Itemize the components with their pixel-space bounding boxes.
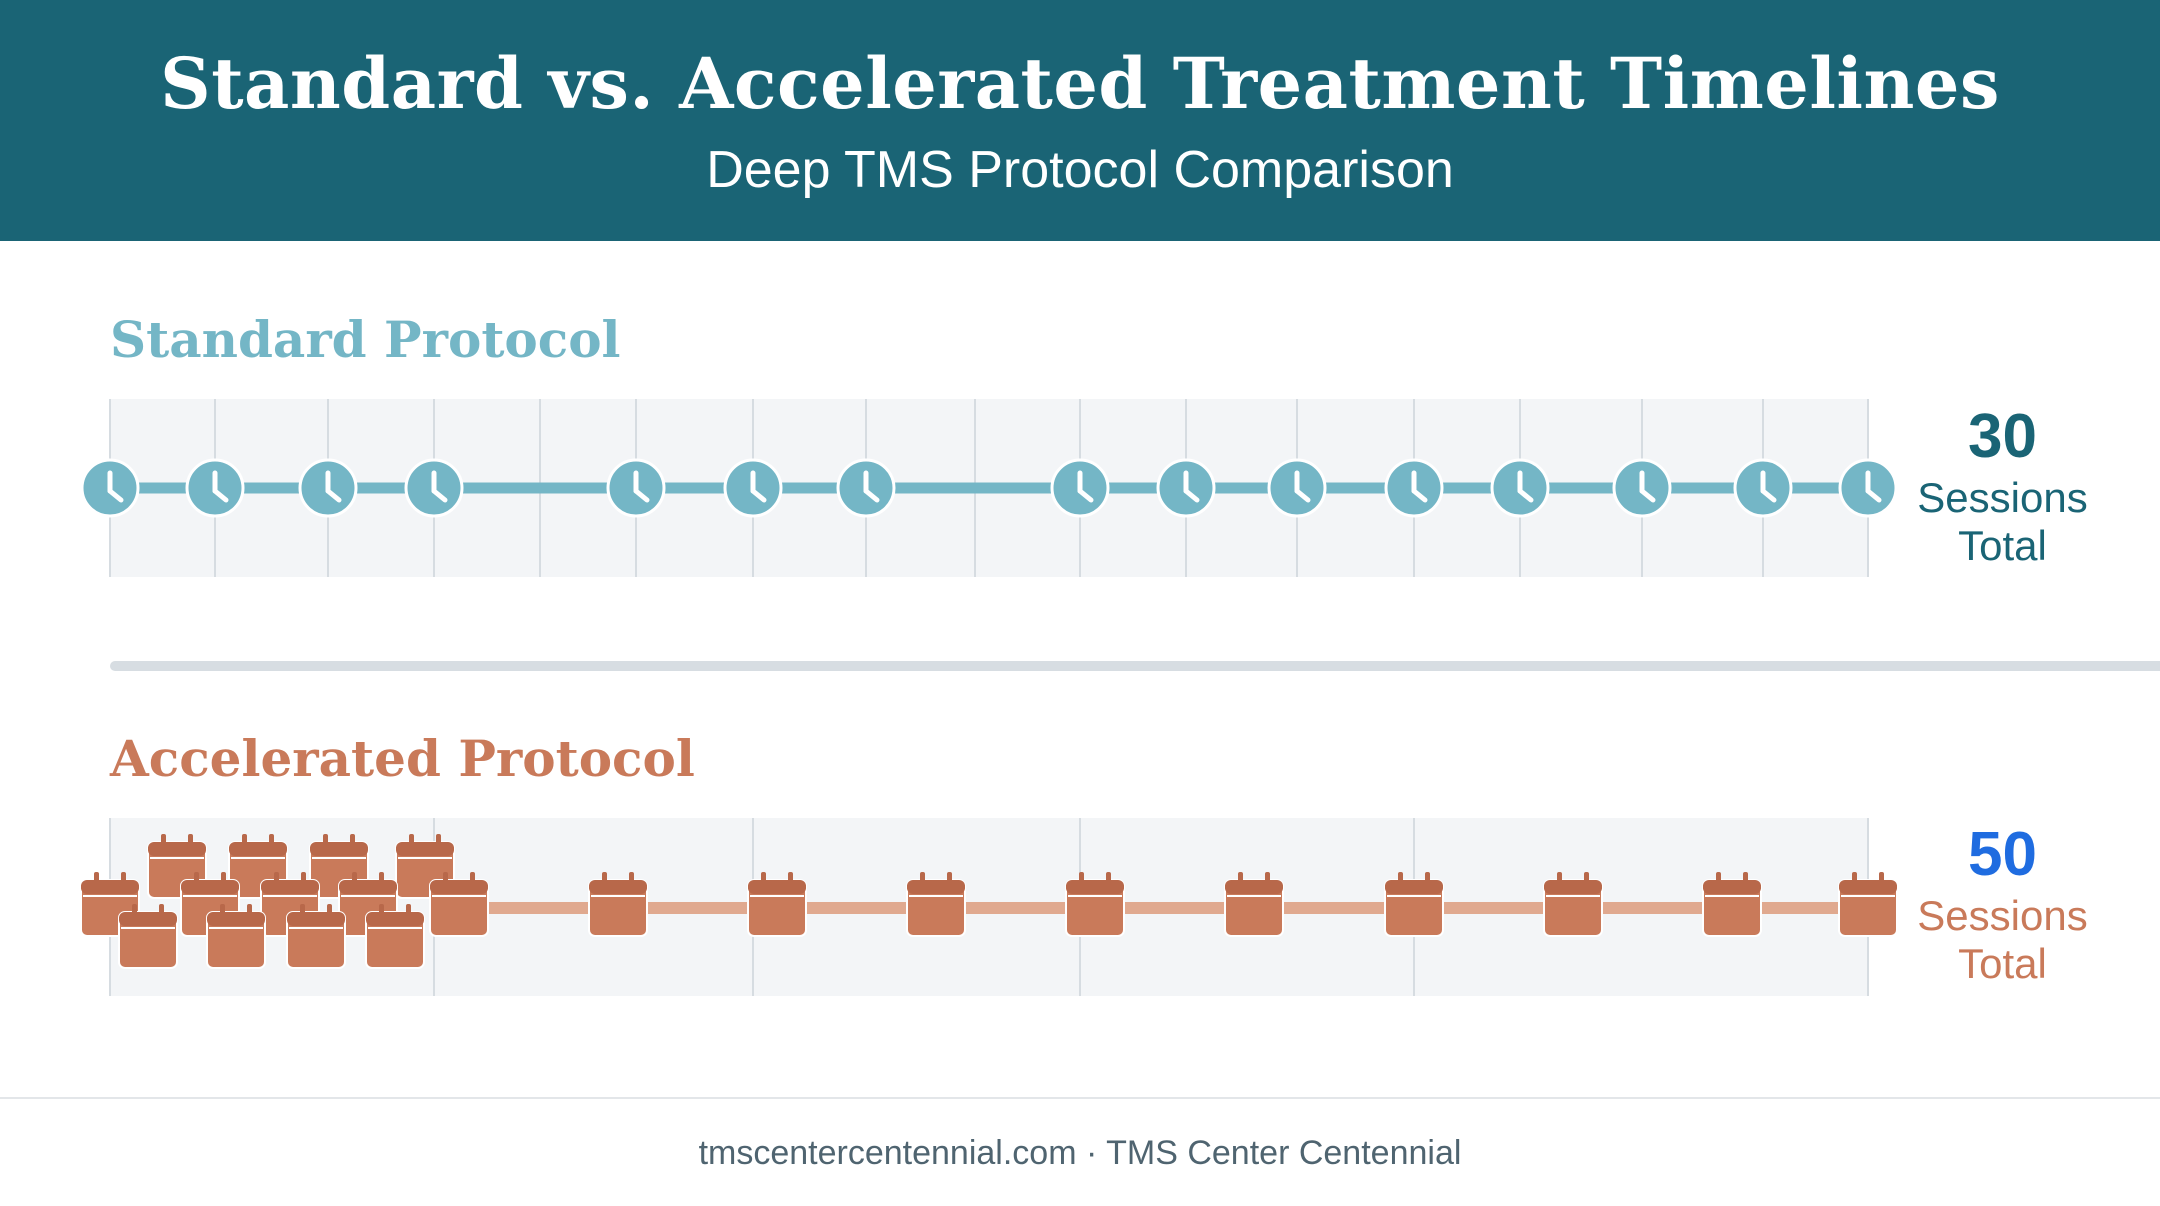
clock-icon [1384, 458, 1444, 518]
accelerated-total-number: 50 [1968, 820, 2037, 889]
clock-icon [1733, 458, 1793, 518]
accelerated-total-unit-line1: Sessions [1917, 892, 2088, 939]
page-title: Standard vs. Accelerated Treatment Timel… [160, 42, 2000, 125]
accelerated-total-unit-line2: Total [1958, 940, 2047, 987]
accelerated-total: 50 Sessions Total [1900, 818, 2105, 988]
clock-icon [298, 458, 358, 518]
footer-text: tmscentercentennial.com · TMS Center Cen… [698, 1134, 1462, 1172]
page-subtitle: Deep TMS Protocol Comparison [706, 141, 1454, 199]
clock-icon [404, 458, 464, 518]
calendar-icon [365, 904, 425, 969]
calendar-icon [1224, 872, 1284, 937]
clock-icon [1050, 458, 1110, 518]
clock-icon [723, 458, 783, 518]
accelerated-protocol-label: Accelerated Protocol [110, 729, 695, 788]
standard-protocol-label: Standard Protocol [110, 310, 621, 369]
standard-total-number: 30 [1968, 402, 2037, 471]
calendar-icon [118, 904, 178, 969]
calendar-icon [206, 904, 266, 969]
clock-icon [1490, 458, 1550, 518]
clock-icon [185, 458, 245, 518]
clock-icon [606, 458, 666, 518]
standard-timeline [80, 399, 1898, 577]
calendar-icon [1065, 872, 1125, 937]
standard-total-unit-line1: Sessions [1917, 474, 2088, 521]
clock-icon [80, 458, 140, 518]
calendar-icon [1384, 872, 1444, 937]
calendar-icon [429, 872, 489, 937]
calendar-icon [588, 872, 648, 937]
calendar-icon [747, 872, 807, 937]
calendar-icon [1543, 872, 1603, 937]
standard-total-unit-line2: Total [1958, 522, 2047, 569]
calendar-icon [1702, 872, 1762, 937]
clock-icon [1267, 458, 1327, 518]
calendar-icon [906, 872, 966, 937]
section-divider [110, 661, 2160, 671]
header-banner: Standard vs. Accelerated Treatment Timel… [0, 0, 2160, 241]
clock-icon [1156, 458, 1216, 518]
calendar-icon [286, 904, 346, 969]
clock-icon [1838, 458, 1898, 518]
standard-total: 30 Sessions Total [1900, 400, 2105, 570]
clock-icon [1612, 458, 1672, 518]
footer-divider [0, 1097, 2160, 1099]
clock-icon [836, 458, 896, 518]
calendar-icon [1838, 872, 1898, 937]
accelerated-timeline [80, 818, 1898, 996]
